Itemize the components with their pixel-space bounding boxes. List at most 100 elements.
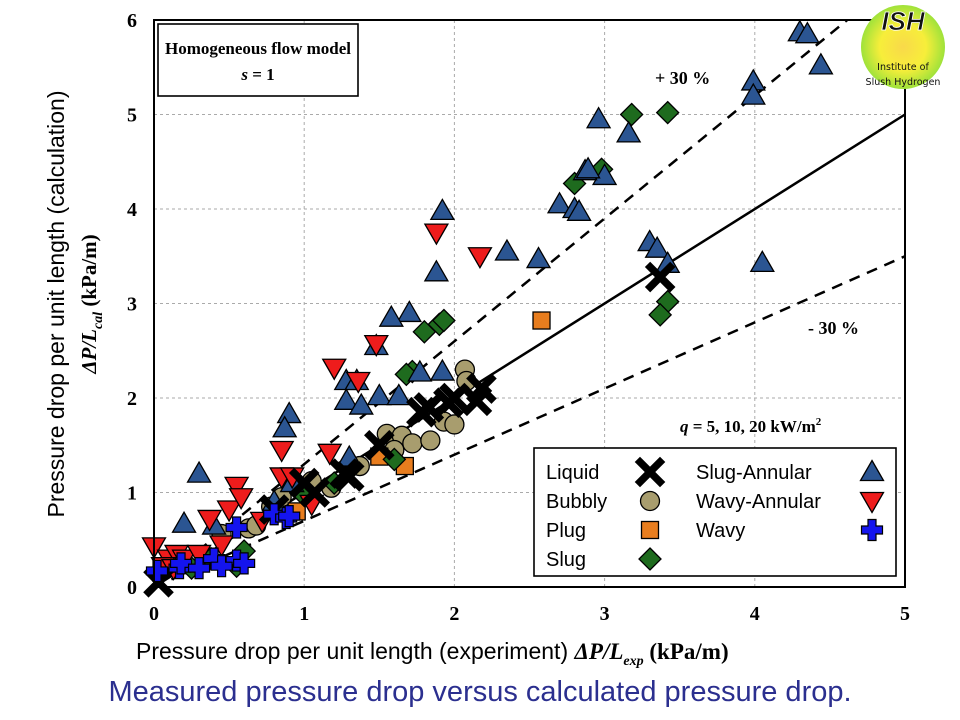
series-liquid — [143, 261, 676, 598]
legend-label: Slug-Annular — [696, 462, 812, 484]
y-tick-label: 3 — [127, 294, 137, 316]
minus-30-label: - 30 % — [808, 318, 859, 338]
data-point-slug-annular — [429, 198, 456, 221]
data-point-wavy-annular — [269, 440, 295, 463]
data-point-slug-annular — [276, 401, 302, 424]
plus-30-label: + 30 % — [655, 68, 710, 88]
x-tick-label: 0 — [149, 603, 159, 625]
data-point-wavy-annular — [208, 535, 235, 558]
data-point-slug-annular — [272, 415, 298, 438]
data-point-slug-annular — [749, 250, 775, 273]
series-slug-annular — [171, 19, 834, 535]
x-marker-stroke — [299, 477, 331, 508]
data-point-slug-annular — [794, 21, 820, 44]
legend-marker-bubbly — [639, 490, 661, 512]
x-tick-label: 4 — [750, 603, 760, 625]
data-point-liquid — [439, 382, 470, 414]
logo-title: ISH — [881, 6, 926, 36]
reference-line — [153, 19, 849, 588]
y-tick-label: 1 — [127, 483, 137, 505]
legend-marker-slug — [638, 547, 662, 571]
legend-label: Wavy — [696, 520, 745, 542]
data-point-slug-annular — [585, 106, 612, 129]
x-tick-label: 5 — [900, 603, 910, 625]
legend-label: Wavy-Annular — [696, 491, 821, 513]
data-point-wavy-annular — [363, 334, 389, 357]
model-box-title: Homogeneous flow model — [165, 39, 351, 58]
data-point-slug-annular — [740, 82, 766, 105]
data-point-slug-annular — [423, 259, 449, 282]
data-point-liquid — [363, 429, 395, 461]
x-marker-stroke — [413, 392, 445, 423]
data-point-wavy-annular — [223, 476, 250, 499]
data-point-liquid — [299, 477, 331, 508]
y-tick-label: 5 — [127, 105, 137, 127]
x-marker-stroke — [333, 461, 365, 492]
data-point-wavy-annular — [196, 509, 223, 532]
plot-frame — [153, 19, 906, 588]
data-point-wavy — [263, 503, 286, 526]
logo-circle — [861, 5, 945, 89]
data-point-liquid — [644, 261, 676, 293]
y-axis-label: Pressure drop per unit length (calculati… — [43, 90, 106, 517]
data-point-slug — [619, 102, 644, 127]
data-point-slug — [655, 100, 680, 125]
data-point-bubbly — [444, 414, 465, 435]
legend-label: Plug — [546, 520, 586, 542]
data-point-wavy — [233, 552, 256, 575]
x-tick-label: 1 — [299, 603, 309, 625]
data-point-slug-annular — [348, 392, 374, 415]
data-point-plug — [532, 311, 551, 330]
data-point-liquid — [466, 373, 497, 404]
legend-marker-wavy-annular — [859, 491, 885, 514]
series-wavy — [145, 503, 301, 583]
data-point-slug-annular — [171, 510, 197, 533]
data-point-slug — [648, 302, 673, 327]
x-tick-label: 3 — [600, 603, 610, 625]
data-point-slug-annular — [378, 304, 404, 327]
y-tick-label: 4 — [127, 199, 137, 221]
legend-label: Slug — [546, 549, 586, 571]
data-point-slug-annular — [616, 120, 642, 143]
data-point-liquid — [143, 566, 174, 598]
data-point-slug-annular — [186, 460, 212, 483]
data-point-slug-annular — [429, 358, 456, 381]
data-point-wavy — [169, 552, 193, 575]
data-point-slug-annular — [808, 52, 834, 75]
slide-caption: Measured pressure drop versus calculated… — [108, 676, 852, 708]
data-point-wavy — [145, 559, 169, 583]
reference-line — [153, 255, 906, 589]
legend: Liquid Bubbly Plug Slug Slug-Annular Wavy-Ann… — [533, 447, 897, 577]
y-axis-label-line1: Pressure drop per unit length (calculati… — [43, 90, 69, 517]
data-point-bubbly — [420, 430, 441, 451]
data-point-bubbly — [402, 433, 423, 454]
data-point-slug-annular — [644, 235, 670, 258]
legend-label: Bubbly — [546, 491, 607, 513]
tick-labels: 0 1 2 3 4 5 0 1 2 3 4 5 6 — [127, 10, 910, 625]
x-marker-stroke — [644, 261, 676, 293]
legend-marker-wavy — [860, 518, 884, 542]
legend-marker-liquid — [634, 456, 666, 488]
legend-label: Liquid — [546, 462, 599, 484]
x-marker-stroke — [143, 566, 174, 598]
data-point-slug-annular — [386, 383, 412, 406]
data-point-wavy-annular — [321, 358, 347, 381]
data-point-wavy-annular — [467, 247, 493, 270]
data-point-slug-annular — [396, 300, 422, 323]
y-tick-label: 6 — [127, 10, 137, 32]
data-point-slug-annular — [407, 359, 433, 382]
x-tick-label: 2 — [449, 603, 459, 625]
data-point-wavy — [225, 516, 248, 539]
data-point-liquid — [333, 461, 365, 492]
x-marker-stroke — [439, 382, 470, 414]
data-point-slug-annular — [566, 199, 592, 221]
logo-line1: Institute of — [877, 62, 929, 73]
y-tick-label: 2 — [127, 388, 137, 410]
data-point-wavy-annular — [423, 223, 449, 246]
y-tick-label: 0 — [127, 577, 137, 599]
y-axis-label-line2: ΔP/Lcal (kPa/m) — [77, 234, 106, 374]
model-box: Homogeneous flow model s = 1 — [157, 23, 359, 97]
data-points — [141, 19, 834, 598]
data-point-slug-annular — [333, 388, 359, 410]
